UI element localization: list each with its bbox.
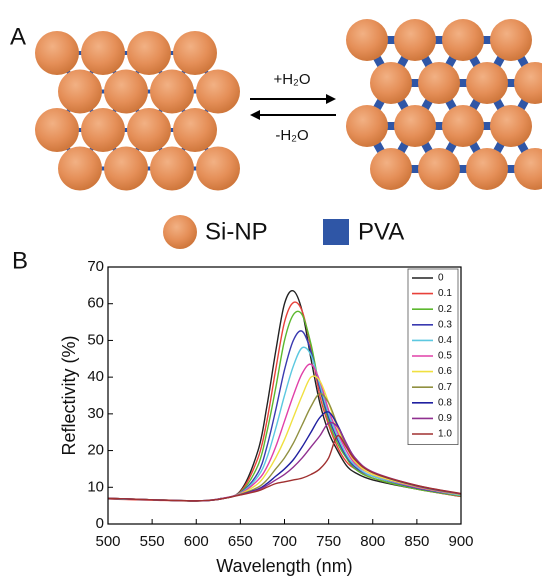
x-tick-label: 650	[228, 533, 253, 550]
y-tick-label: 70	[87, 258, 104, 275]
y-tick-label: 60	[87, 295, 104, 312]
x-tick-label: 550	[140, 533, 165, 550]
si-np	[442, 19, 484, 61]
legend-label: 0.4	[438, 335, 452, 346]
x-tick-label: 900	[448, 533, 473, 550]
si-np	[346, 19, 388, 61]
si-np	[196, 70, 240, 114]
si-np	[35, 108, 79, 152]
legend-label: 0.6	[438, 366, 452, 377]
si-np	[394, 105, 436, 147]
si-np	[394, 19, 436, 61]
si-np	[442, 105, 484, 147]
si-np	[35, 31, 79, 75]
si-np	[173, 108, 217, 152]
si-np	[127, 108, 171, 152]
backward-label: -H₂O	[275, 127, 308, 144]
si-np	[466, 148, 508, 190]
y-axis-label: Reflectivity (%)	[59, 335, 79, 455]
legend-label: 0.3	[438, 319, 452, 330]
legend-label: 1.0	[438, 429, 452, 440]
x-tick-label: 500	[95, 533, 120, 550]
si-np	[173, 31, 217, 75]
si-np	[418, 62, 460, 104]
x-tick-label: 850	[404, 533, 429, 550]
si-np	[490, 105, 532, 147]
si-np	[127, 31, 171, 75]
arrow-head	[250, 110, 260, 120]
legend-label: Si-NP	[205, 218, 268, 245]
x-tick-label: 600	[184, 533, 209, 550]
si-np	[81, 31, 125, 75]
si-np	[370, 62, 412, 104]
chart: 0 10 20 30 40 50 60 70 500 550 600 650 700 750 800 850 9…	[59, 258, 474, 576]
x-tick-label: 800	[360, 533, 385, 550]
si-np	[370, 148, 412, 190]
si-np	[346, 105, 388, 147]
legend-label: 0.8	[438, 397, 452, 408]
y-tick-label: 20	[87, 442, 104, 459]
si-np	[150, 147, 194, 191]
forward-label: +H₂O	[273, 71, 310, 88]
legend-label: 0.7	[438, 382, 452, 393]
x-tick-label: 750	[316, 533, 341, 550]
legend-label: 0.1	[438, 288, 452, 299]
si-np	[58, 70, 102, 114]
x-axis-label: Wavelength (nm)	[216, 556, 352, 576]
legend-label: PVA	[358, 218, 404, 245]
panel-label: B	[12, 247, 28, 274]
si-np	[150, 70, 194, 114]
si-np	[514, 62, 542, 104]
si-np	[104, 147, 148, 191]
si-np	[81, 108, 125, 152]
legend-label: 0.2	[438, 304, 452, 315]
arrow-head	[326, 94, 336, 104]
y-tick-label: 30	[87, 405, 104, 422]
si-np	[58, 147, 102, 191]
legend-label: 0.5	[438, 351, 452, 362]
y-tick-label: 40	[87, 368, 104, 385]
si-np	[466, 62, 508, 104]
figure: A +H₂O -H₂O Si-NP PVA B 0 10 20 30 40 50 60 70 5…	[0, 0, 542, 579]
si-np	[514, 148, 542, 190]
si-np	[418, 148, 460, 190]
legend-label: 0.9	[438, 413, 452, 424]
legend-label: 0	[438, 273, 444, 284]
si-np	[490, 19, 532, 61]
y-tick-label: 0	[96, 515, 104, 532]
legend-sphere	[163, 215, 197, 249]
x-tick-label: 700	[272, 533, 297, 550]
si-np	[104, 70, 148, 114]
y-tick-label: 50	[87, 331, 104, 348]
si-np	[196, 147, 240, 191]
panel-label: A	[10, 23, 26, 50]
y-tick-label: 10	[87, 478, 104, 495]
diagram	[35, 19, 542, 191]
legend-square	[323, 219, 349, 245]
